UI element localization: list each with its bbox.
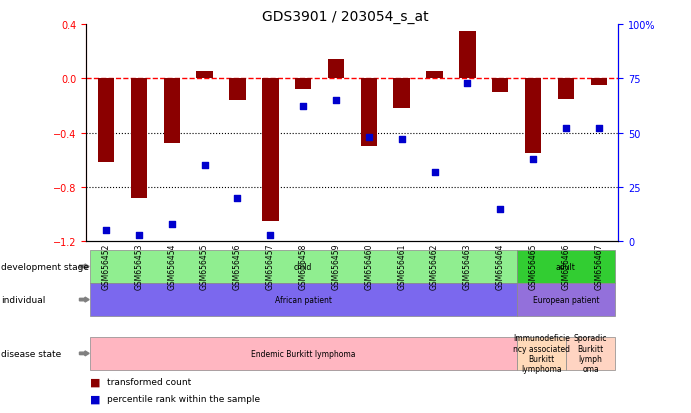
Text: adult: adult <box>556 262 576 271</box>
Bar <box>517 337 566 370</box>
FancyArrow shape <box>79 351 89 356</box>
Text: ■: ■ <box>90 377 100 387</box>
Bar <box>90 284 517 316</box>
Text: European patient: European patient <box>533 295 599 304</box>
Text: transformed count: transformed count <box>107 377 191 387</box>
Point <box>167 221 178 228</box>
Point <box>462 80 473 87</box>
Point <box>363 134 375 141</box>
Bar <box>328 60 344 79</box>
Bar <box>196 72 213 79</box>
Bar <box>459 31 475 79</box>
Point <box>199 162 210 169</box>
Bar <box>566 337 615 370</box>
Bar <box>426 72 443 79</box>
Text: child: child <box>294 262 312 271</box>
Bar <box>492 79 509 93</box>
Point <box>330 97 341 104</box>
Point <box>560 126 571 132</box>
Text: development stage: development stage <box>1 262 89 271</box>
Bar <box>131 79 147 198</box>
Text: Immunodeficie
ncy associated
Burkitt
lymphoma: Immunodeficie ncy associated Burkitt lym… <box>513 333 570 374</box>
Bar <box>558 79 574 99</box>
Text: Sporadic
Burkitt
lymph
oma: Sporadic Burkitt lymph oma <box>574 333 607 374</box>
Bar <box>517 251 615 283</box>
Bar <box>229 79 246 101</box>
Point <box>232 195 243 202</box>
FancyArrow shape <box>79 264 89 269</box>
Bar <box>262 79 278 221</box>
Text: African patient: African patient <box>274 295 332 304</box>
Point <box>396 136 407 143</box>
Bar <box>98 79 114 163</box>
FancyArrow shape <box>79 297 89 302</box>
Bar <box>591 79 607 86</box>
Bar <box>525 79 541 154</box>
Point <box>133 232 144 238</box>
Bar <box>517 284 615 316</box>
Bar <box>164 79 180 144</box>
Text: GDS3901 / 203054_s_at: GDS3901 / 203054_s_at <box>262 10 429 24</box>
Bar <box>361 79 377 147</box>
Point <box>429 169 440 176</box>
Text: ■: ■ <box>90 394 100 404</box>
Bar <box>90 337 517 370</box>
Point <box>527 156 538 162</box>
Point <box>265 232 276 238</box>
Text: percentile rank within the sample: percentile rank within the sample <box>107 394 261 403</box>
Point <box>298 104 309 111</box>
Bar <box>295 79 312 90</box>
Point <box>101 228 112 234</box>
Text: disease state: disease state <box>1 349 61 358</box>
Bar <box>393 79 410 109</box>
Text: individual: individual <box>1 295 46 304</box>
Point <box>593 126 604 132</box>
Point <box>495 206 506 212</box>
Bar <box>90 251 517 283</box>
Text: Endemic Burkitt lymphoma: Endemic Burkitt lymphoma <box>251 349 355 358</box>
